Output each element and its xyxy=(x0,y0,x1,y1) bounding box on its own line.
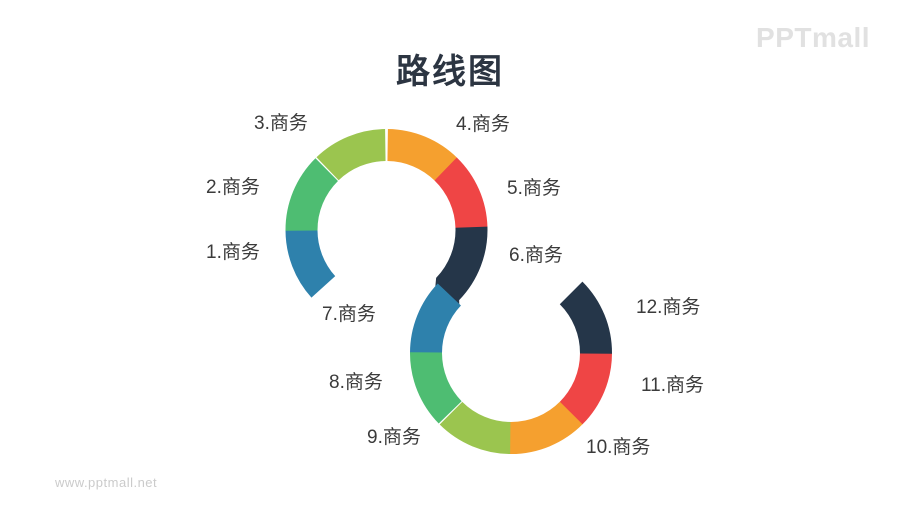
segment-label-10: 10.商务 xyxy=(586,437,651,458)
watermark-url: www.pptmall.net xyxy=(55,475,158,490)
pptmall-logo: PPTmall xyxy=(756,22,870,53)
segment-label-5: 5.商务 xyxy=(507,178,561,199)
segment-7-arc xyxy=(410,283,461,353)
segment-label-8: 8.商务 xyxy=(329,372,383,393)
segment-label-1: 1.商务 xyxy=(206,242,260,263)
segment-label-4: 4.商务 xyxy=(456,114,510,135)
segment-label-9: 9.商务 xyxy=(367,427,421,448)
segment-3-arc xyxy=(316,129,386,181)
segment-label-7: 7.商务 xyxy=(322,304,376,325)
segment-4-arc xyxy=(387,129,458,181)
segment-label-12: 12.商务 xyxy=(636,297,701,318)
segment-12-arc xyxy=(559,281,613,354)
segment-1-arc xyxy=(285,230,336,298)
segment-label-2: 2.商务 xyxy=(206,177,260,198)
segment-9-arc xyxy=(439,401,511,454)
segment-label-3: 3.商务 xyxy=(254,113,308,134)
segment-10-arc xyxy=(510,401,584,455)
segment-8-arc xyxy=(409,352,462,424)
segment-2-arc xyxy=(285,158,338,231)
page-title: 路线图 xyxy=(396,53,504,91)
segment-label-6: 6.商务 xyxy=(509,245,563,266)
segment-6-arc xyxy=(435,226,488,308)
segment-5-arc xyxy=(434,157,488,229)
segment-11-arc xyxy=(559,353,612,425)
segment-label-11: 11.商务 xyxy=(641,375,705,396)
